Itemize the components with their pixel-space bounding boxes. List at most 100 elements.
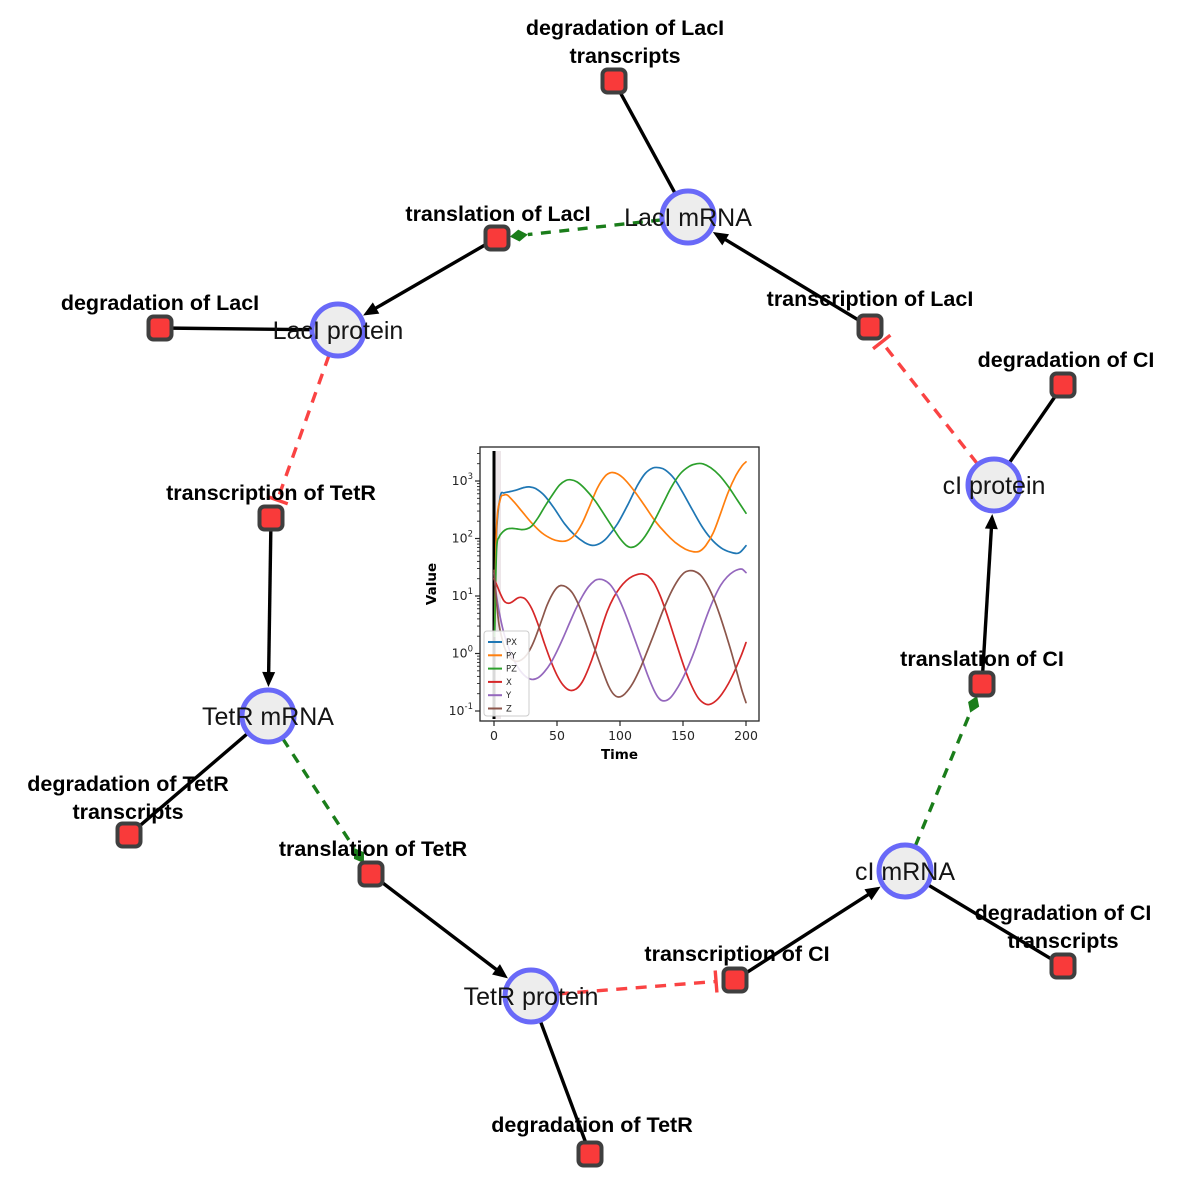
reaction-label: degradation of LacI [526, 16, 724, 40]
species-circle[interactable] [659, 188, 717, 246]
reaction-label: transcripts [1007, 929, 1118, 953]
legend-label-pz: PZ [506, 665, 517, 675]
arrowhead-icon [864, 886, 881, 901]
x-tick-label: 0 [490, 728, 498, 743]
x-tick-label: 50 [549, 728, 565, 743]
modifier-dashed-line [913, 712, 972, 847]
reaction-node-transcription-of-ci[interactable] [721, 966, 749, 994]
species-node-laci-protein[interactable] [309, 301, 367, 359]
edge-reactant-ci-mrna-to-deg-ci-tx [927, 883, 1054, 962]
consumption-line [618, 90, 677, 195]
reaction-node-degradation-of-ci[interactable] [1049, 371, 1077, 399]
reaction-node-translation-of-laci[interactable] [483, 224, 511, 252]
arrowhead-icon [984, 513, 998, 530]
production-line [266, 529, 273, 675]
edge-reactant-deg-laci-tx-to-laci-mrna [618, 90, 677, 195]
species-label: TetR mRNA [202, 703, 334, 731]
consumption-line [137, 732, 249, 829]
reaction-square[interactable] [721, 966, 749, 994]
reaction-square[interactable] [576, 1140, 604, 1168]
diamond-arrowhead-icon [509, 229, 528, 242]
species-circle[interactable] [965, 456, 1023, 514]
reaction-label: degradation of CI [978, 348, 1155, 372]
reaction-label: translation of LacI [405, 202, 590, 226]
species-node-tetr-mrna[interactable] [239, 687, 297, 745]
species-label: LacI mRNA [624, 204, 752, 232]
consumption-line [927, 883, 1054, 962]
species-node-tetr-protein[interactable] [502, 967, 560, 1025]
production-line [373, 242, 488, 311]
edge-reactant-tetr-protein-to-deg-tetr [538, 1020, 588, 1144]
reaction-square[interactable] [1049, 371, 1077, 399]
reaction-node-degradation-of-laci-transcripts[interactable] [600, 67, 628, 95]
label-layer: LacI mRNA LacI protein TetR mRNA TetR prote… [27, 16, 1154, 1137]
species-circle[interactable] [876, 842, 934, 900]
edge-product-transc-ci-to-ci-mrna [744, 886, 881, 975]
edge-reactant-laci-protein-to-deg-laci [171, 326, 312, 332]
series-curve-py [493, 461, 747, 638]
inhibition-dashed-line [275, 354, 331, 501]
legend-label-z: Z [506, 705, 512, 715]
inhibition-dashed-line [557, 979, 717, 996]
reaction-node-degradation-of-tetr[interactable] [576, 1140, 604, 1168]
species-circle[interactable] [239, 687, 297, 745]
reaction-label: degradation of TetR [27, 772, 229, 796]
reaction-label: translation of TetR [279, 837, 468, 861]
reaction-node-transcription-of-tetr[interactable] [257, 504, 285, 532]
reaction-node-degradation-of-tetr-transcripts[interactable] [115, 821, 143, 849]
reaction-label: degradation of TetR [491, 1113, 693, 1137]
arrowhead-icon [262, 671, 276, 688]
arrowhead-icon [363, 302, 380, 316]
edge-inhibitor-tetr-protein-to-transc-ci [557, 970, 719, 996]
edge-reactant-tetr-mrna-to-deg-tetr-tx [137, 732, 249, 829]
species-circle[interactable] [502, 967, 560, 1025]
reaction-label: degradation of LacI [61, 291, 259, 315]
reaction-square[interactable] [856, 313, 884, 341]
species-label: cI mRNA [855, 858, 955, 886]
edge-modifier-ci-mrna-to-transl-ci [913, 696, 980, 847]
edge-product-transl-tetr-to-tetr-protein [379, 879, 508, 979]
plot-legend: PX PY PZ XYZ [483, 630, 530, 717]
species-node-ci-protein[interactable] [965, 456, 1023, 514]
inhibition-tbar-icon [872, 333, 892, 351]
reaction-square[interactable] [1049, 952, 1077, 980]
reaction-node-transcription-of-laci[interactable] [856, 313, 884, 341]
consumption-line [1007, 393, 1058, 464]
edge-inhibitor-ci-protein-to-transc-laci [872, 333, 979, 465]
reaction-square[interactable] [357, 860, 385, 888]
reaction-label: transcription of CI [644, 942, 829, 966]
legend-label-y: Y [505, 691, 512, 701]
reaction-label: transcripts [72, 800, 183, 824]
reaction-square[interactable] [600, 67, 628, 95]
edge-layer [137, 90, 1058, 1144]
reaction-node-degradation-of-laci[interactable] [146, 314, 174, 342]
series-curve-x [493, 572, 747, 706]
inhibition-dashed-line [880, 340, 979, 465]
reaction-square[interactable] [146, 314, 174, 342]
species-circle[interactable] [309, 301, 367, 359]
edge-product-transl-ci-to-ci-protein [981, 513, 998, 673]
edge-reactant-ci-protein-to-deg-ci [1007, 393, 1058, 464]
reaction-label: degradation of CI [975, 901, 1152, 925]
reaction-square[interactable] [968, 670, 996, 698]
consumption-line [538, 1020, 588, 1144]
series-curve-pz [493, 462, 747, 638]
reaction-node-translation-of-ci[interactable] [968, 670, 996, 698]
reaction-node-translation-of-tetr[interactable] [357, 860, 385, 888]
production-line [981, 526, 994, 673]
reaction-label: translation of CI [900, 647, 1064, 671]
reaction-label: transcription of LacI [767, 287, 974, 311]
reaction-square[interactable] [115, 821, 143, 849]
reaction-square[interactable] [257, 504, 285, 532]
diamond-arrowhead-icon [968, 696, 980, 713]
species-node-laci-mrna[interactable] [659, 188, 717, 246]
species-label: LacI protein [273, 317, 404, 345]
legend-label-x: X [506, 678, 512, 688]
edge-modifier-laci-mrna-to-transl-laci [509, 218, 662, 242]
x-tick-label: 100 [608, 728, 632, 743]
reaction-node-degradation-of-ci-transcripts[interactable] [1049, 952, 1077, 980]
species-node-ci-mrna[interactable] [876, 842, 934, 900]
x-axis-label: Time [601, 747, 638, 763]
reaction-square[interactable] [483, 224, 511, 252]
